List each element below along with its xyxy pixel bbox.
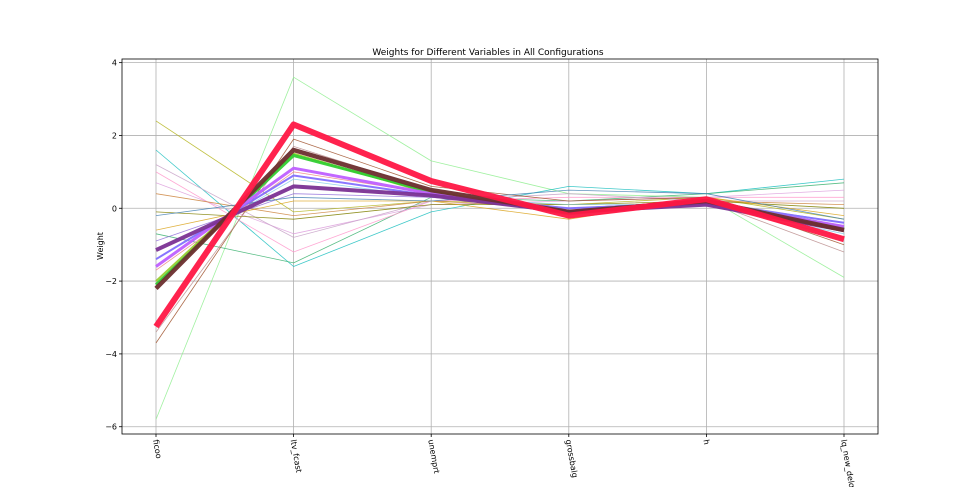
y-axis-ticks: 4 2 0 −2 −4 −6 xyxy=(105,59,122,432)
series-line-config-21 xyxy=(153,121,845,329)
y-tick-label: 4 xyxy=(112,59,117,68)
chart-title: Weights for Different Variables in All C… xyxy=(372,48,604,58)
series-line-config-15 xyxy=(155,196,845,231)
y-tick-label: −4 xyxy=(105,350,117,359)
y-axis-label: Weight xyxy=(96,232,105,260)
x-tick-label-ficoo: ficoo xyxy=(151,439,163,460)
y-tick-label: 2 xyxy=(112,131,117,140)
y-tick-label: −6 xyxy=(105,423,117,432)
plot-frame xyxy=(121,58,879,435)
y-tick-label: −2 xyxy=(105,277,117,286)
series-lines xyxy=(153,76,845,420)
y-tick-label: 0 xyxy=(112,204,117,213)
x-tick-label-h: h xyxy=(701,439,711,446)
